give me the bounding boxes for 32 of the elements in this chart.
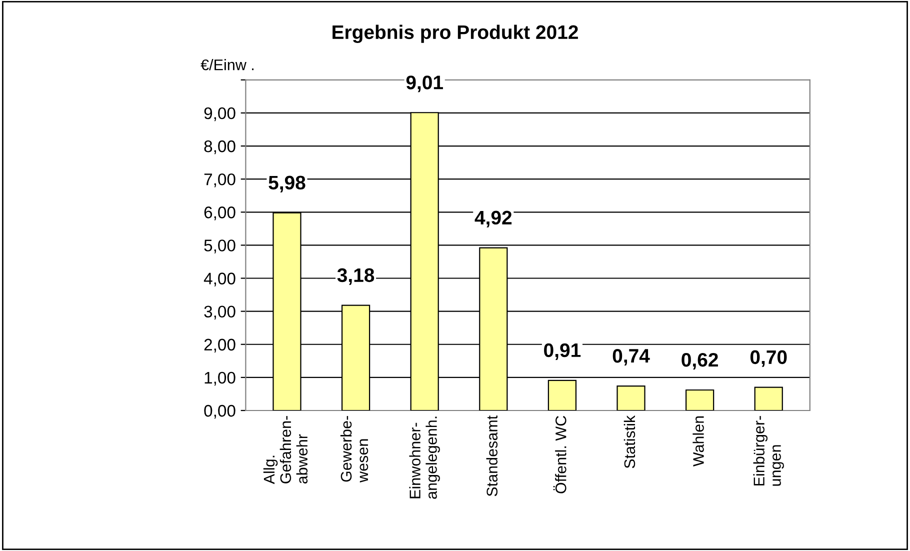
y-tick-label: 1,00 (204, 372, 236, 386)
y-tick-label: 7,00 (204, 173, 236, 188)
data-label: 4,92 (474, 210, 512, 228)
y-tick-label: 0,00 (204, 404, 236, 419)
data-label: 0,91 (544, 343, 581, 360)
data-label: 0,62 (682, 352, 718, 370)
x-tick-label: Gewerbe- wesen (340, 416, 368, 482)
x-tick-label: Allg. Gefahren- abwehr (263, 416, 308, 484)
y-tick-label: 2,00 (204, 338, 236, 353)
x-tick-label: Statistik (624, 415, 636, 468)
data-label: 3,18 (337, 268, 374, 285)
data-label: 9,01 (406, 76, 443, 92)
x-tick-label: Einwohner- angelegenh. (409, 416, 440, 499)
x-tick-label: Öffentl. WC (553, 416, 566, 494)
y-tick-label: 9,00 (204, 107, 236, 122)
y-tick-label: 8,00 (204, 140, 236, 154)
bar (754, 386, 783, 410)
data-label: 0,74 (612, 348, 650, 366)
y-tick-label: 5,00 (204, 240, 236, 254)
x-tick-label: Einbürger- ungen (753, 416, 784, 486)
bar (616, 385, 646, 410)
y-tick-label: 4,00 (204, 272, 236, 286)
y-tick-label: 3,00 (204, 306, 236, 320)
y-axis-title: €/Einw . (200, 59, 254, 70)
x-tick-label: Wahlen (692, 416, 704, 467)
chart-title: Ergebnis pro Produkt 2012 (332, 24, 578, 44)
x-tick-label: Standesamt (486, 415, 498, 496)
data-label: 5,98 (268, 176, 306, 192)
bar (548, 380, 577, 410)
data-label: 0,70 (750, 350, 787, 367)
bar (685, 389, 714, 410)
y-tick-label: 6,00 (204, 206, 236, 220)
